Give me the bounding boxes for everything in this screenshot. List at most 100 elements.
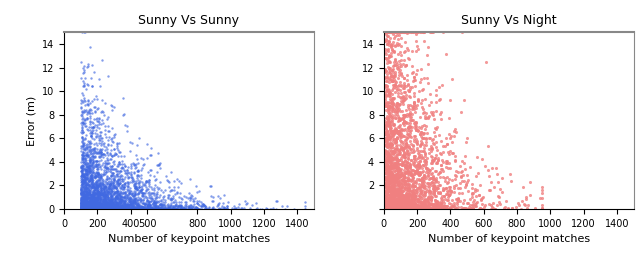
Point bbox=[381, 166, 391, 171]
Point bbox=[385, 30, 395, 34]
Point bbox=[392, 160, 403, 165]
Point bbox=[152, 207, 162, 211]
Point bbox=[414, 193, 424, 197]
Point bbox=[419, 186, 429, 191]
Point bbox=[396, 30, 406, 34]
Point bbox=[387, 92, 397, 96]
Point bbox=[380, 91, 390, 95]
Point bbox=[95, 181, 105, 185]
Point bbox=[99, 165, 109, 169]
Point bbox=[90, 181, 100, 185]
Point bbox=[404, 178, 415, 182]
Point bbox=[83, 191, 93, 195]
Point bbox=[405, 124, 415, 128]
Point bbox=[401, 204, 412, 209]
Point bbox=[387, 197, 397, 201]
Point bbox=[88, 194, 99, 199]
Point bbox=[382, 152, 392, 157]
Point bbox=[88, 185, 98, 189]
Point bbox=[424, 114, 434, 118]
Point bbox=[109, 132, 120, 136]
Point bbox=[382, 145, 392, 150]
Point bbox=[82, 207, 92, 211]
Point bbox=[387, 207, 397, 211]
Point bbox=[426, 201, 436, 206]
Point bbox=[92, 163, 102, 167]
Point bbox=[79, 206, 90, 210]
Point bbox=[78, 173, 88, 177]
Point bbox=[110, 202, 120, 206]
Point bbox=[79, 173, 90, 178]
Point bbox=[135, 188, 145, 192]
Point bbox=[396, 185, 406, 190]
Point bbox=[130, 207, 140, 211]
Point bbox=[382, 188, 392, 193]
Point bbox=[420, 204, 431, 209]
Point bbox=[182, 204, 193, 208]
Point bbox=[85, 202, 95, 206]
Point bbox=[83, 127, 93, 131]
Point bbox=[424, 185, 435, 189]
Point bbox=[409, 163, 419, 167]
Point bbox=[96, 174, 106, 178]
Point bbox=[166, 201, 176, 206]
Point bbox=[394, 132, 404, 136]
Point bbox=[90, 201, 100, 205]
Point bbox=[189, 207, 199, 211]
Point bbox=[76, 206, 86, 211]
Point bbox=[405, 202, 415, 207]
Point bbox=[467, 206, 477, 210]
Point bbox=[392, 106, 402, 110]
Point bbox=[408, 75, 419, 79]
Point bbox=[105, 206, 115, 210]
Point bbox=[134, 206, 144, 210]
Point bbox=[110, 204, 120, 209]
Point bbox=[131, 165, 141, 169]
Point bbox=[497, 190, 507, 194]
Point bbox=[185, 207, 195, 211]
Point bbox=[109, 206, 119, 210]
Point bbox=[417, 105, 427, 109]
Point bbox=[417, 194, 428, 198]
Point bbox=[175, 206, 185, 210]
Point bbox=[79, 206, 90, 211]
Point bbox=[102, 166, 113, 171]
Point bbox=[420, 154, 430, 158]
Point bbox=[97, 163, 107, 167]
Point bbox=[105, 201, 115, 205]
Point bbox=[401, 204, 412, 208]
Point bbox=[97, 98, 107, 102]
Point bbox=[83, 162, 93, 167]
Point bbox=[108, 201, 118, 205]
Point bbox=[127, 198, 138, 202]
Point bbox=[106, 202, 116, 206]
Point bbox=[406, 158, 416, 162]
Point bbox=[396, 197, 406, 201]
Point bbox=[165, 204, 175, 209]
Point bbox=[169, 206, 179, 210]
Point bbox=[84, 202, 94, 206]
Point bbox=[107, 185, 117, 189]
Point bbox=[381, 52, 391, 56]
Point bbox=[398, 99, 408, 103]
Point bbox=[124, 207, 134, 211]
Point bbox=[407, 196, 417, 200]
Point bbox=[90, 205, 100, 210]
Point bbox=[390, 162, 401, 167]
Point bbox=[219, 205, 229, 210]
Point bbox=[411, 140, 421, 144]
Point bbox=[486, 207, 496, 211]
Point bbox=[519, 202, 529, 206]
Point bbox=[104, 204, 114, 208]
Point bbox=[388, 30, 399, 34]
Point bbox=[390, 30, 401, 34]
Point bbox=[255, 207, 266, 211]
Point bbox=[103, 129, 113, 133]
Point bbox=[147, 191, 157, 195]
Point bbox=[427, 176, 437, 180]
Point bbox=[461, 182, 471, 186]
Point bbox=[404, 182, 414, 187]
Point bbox=[389, 123, 399, 127]
Point bbox=[115, 202, 125, 206]
Point bbox=[116, 204, 127, 208]
